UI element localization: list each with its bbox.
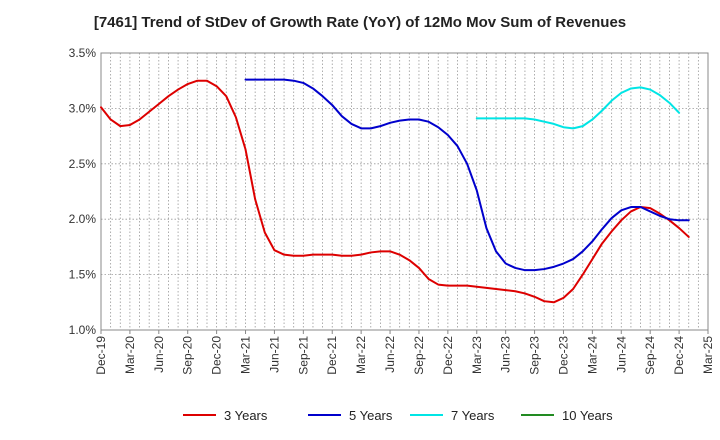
x-tick-label: Sep-24 — [643, 336, 657, 375]
y-tick-label: 2.0% — [69, 212, 97, 226]
y-tick-label: 1.0% — [69, 323, 97, 337]
x-tick-label: Mar-22 — [354, 336, 368, 374]
y-tick-label: 1.5% — [69, 268, 97, 282]
y-tick-label: 2.5% — [69, 157, 97, 171]
x-tick-label: Mar-20 — [123, 336, 137, 374]
x-tick-label: Jun-24 — [614, 336, 628, 373]
x-tick-label: Dec-20 — [210, 336, 224, 375]
legend-label-5-years: 5 Years — [349, 408, 393, 423]
x-tick-label: Mar-24 — [585, 336, 599, 374]
x-tick-label: Jun-22 — [383, 336, 397, 373]
x-tick-label: Dec-24 — [672, 336, 686, 375]
x-tick-label: Dec-19 — [94, 336, 108, 375]
legend-label-7-years: 7 Years — [451, 408, 495, 423]
x-tick-label: Jun-20 — [152, 336, 166, 373]
x-tick-label: Sep-21 — [296, 336, 310, 375]
x-tick-label: Mar-21 — [239, 336, 253, 374]
plot-area — [101, 53, 708, 330]
legend-label-10-years: 10 Years — [562, 408, 613, 423]
x-tick-label: Mar-23 — [470, 336, 484, 374]
x-tick-label: Mar-25 — [701, 336, 715, 374]
series-line-3-years — [100, 79, 690, 304]
chart-title: [7461] Trend of StDev of Growth Rate (Yo… — [93, 14, 627, 31]
y-tick-label: 3.5% — [69, 46, 97, 60]
x-tick-label: Sep-20 — [181, 336, 195, 375]
x-tick-label: Sep-22 — [412, 336, 426, 375]
plot-frame — [100, 52, 709, 331]
legend-label-3-years: 3 Years — [224, 408, 268, 423]
series-line-5-years — [244, 78, 690, 272]
series-line-7-years — [475, 86, 681, 130]
y-tick-label: 3.0% — [69, 101, 97, 115]
x-tick-label: Jun-23 — [499, 336, 513, 373]
x-tick-label: Dec-22 — [441, 336, 455, 375]
x-tick-label: Dec-23 — [556, 336, 570, 375]
x-tick-label: Dec-21 — [325, 336, 339, 375]
x-tick-label: Jun-21 — [267, 336, 281, 373]
x-tick-label: Sep-23 — [528, 336, 542, 375]
